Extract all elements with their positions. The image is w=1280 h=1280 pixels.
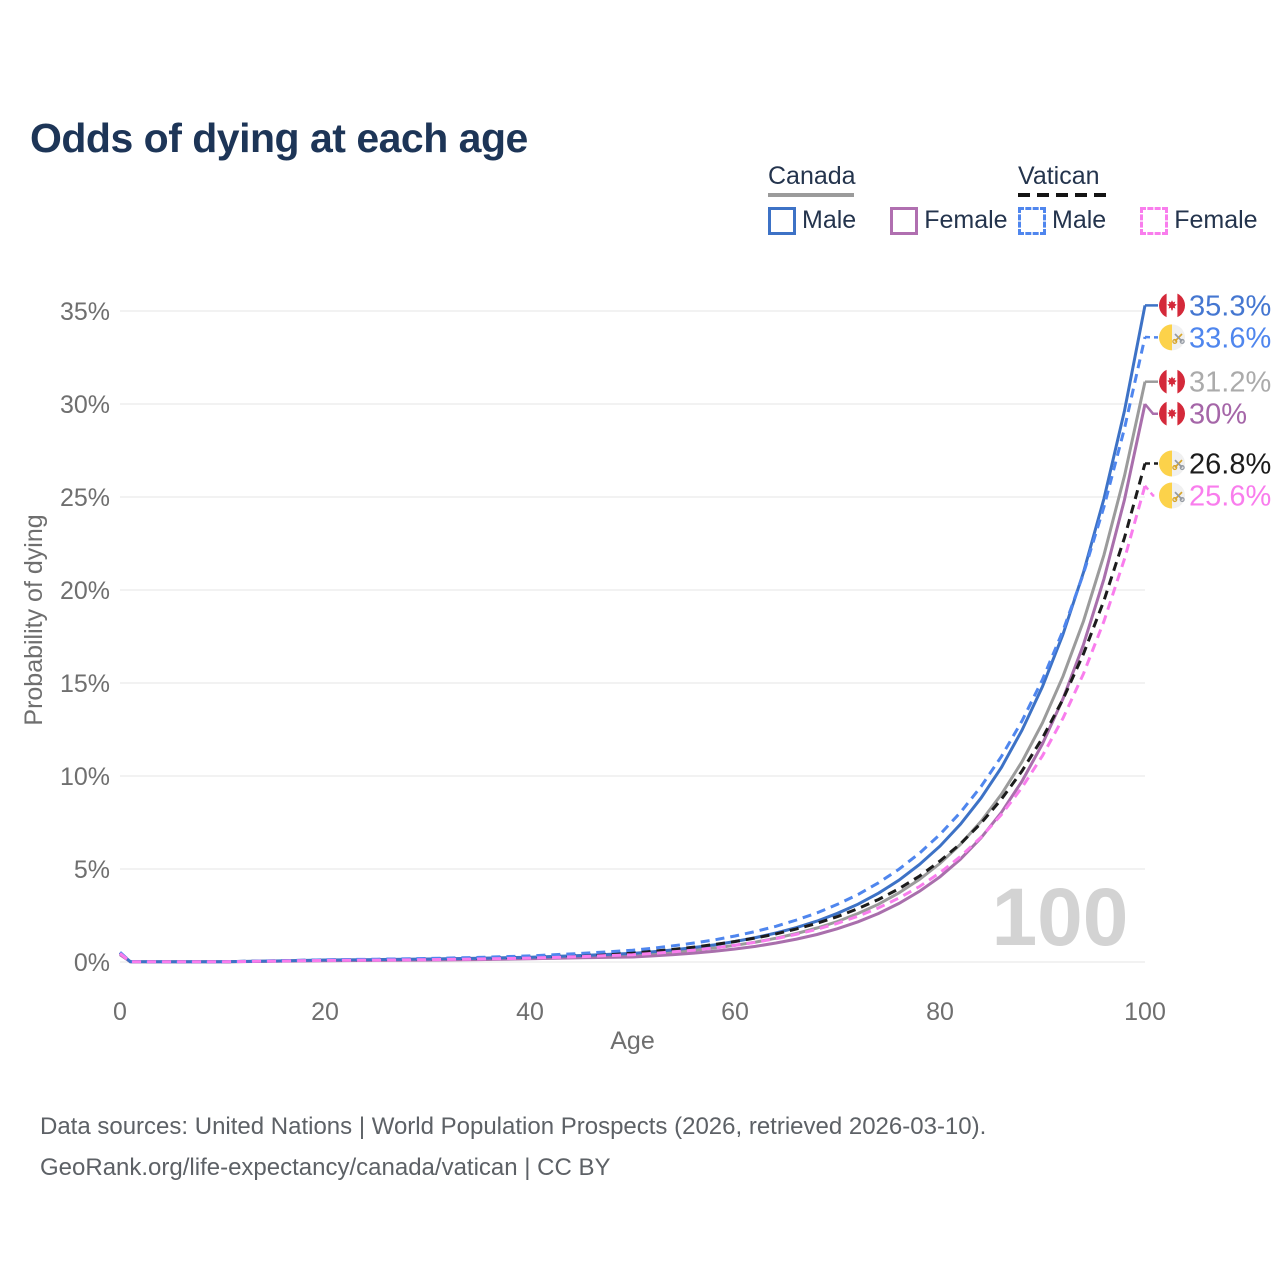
flag-canada-icon [1159, 400, 1185, 427]
y-tick-label: 20% [60, 577, 110, 605]
page-title: Odds of dying at each age [30, 115, 528, 162]
end-value-label-canada: 31.2% [1189, 367, 1271, 399]
legend-item-vatican-female[interactable]: Female [1140, 206, 1258, 235]
y-tick-label: 10% [60, 763, 110, 791]
series-line-vatican-female [119, 485, 1147, 964]
end-value-label-canada-female: 30% [1189, 399, 1247, 431]
x-tick-label: 20 [311, 998, 339, 1026]
legend-item-label: Female [1174, 206, 1258, 234]
flag-vatican-icon [1159, 324, 1185, 351]
y-tick-label: 15% [60, 670, 110, 698]
legend-item-canada-male[interactable]: Male [768, 206, 856, 235]
end-label-connector [1144, 484, 1158, 497]
x-axis-label: Age [610, 1027, 654, 1055]
legend-item-label: Female [924, 206, 1008, 234]
canada-flag-part [1159, 400, 1167, 427]
end-value-label-canada-male: 35.3% [1189, 290, 1271, 322]
legend-item-canada-female[interactable]: Female [890, 206, 1008, 235]
canada-flag-part [1167, 300, 1177, 311]
y-tick-label: 25% [60, 484, 110, 512]
vatican-flag-part [1172, 464, 1178, 471]
canada-flag-part [1159, 368, 1167, 395]
y-tick-label: 0% [74, 949, 110, 977]
legend-item-label: Male [1052, 206, 1107, 234]
y-tick-label: 30% [60, 391, 110, 419]
vatican-flag-part [1179, 496, 1185, 503]
x-tick-label: 0 [113, 998, 127, 1026]
legend-group-vatican: Vatican Male Female [1018, 163, 1258, 235]
x-tick-label: 40 [516, 998, 544, 1026]
vatican-flag-part [1159, 482, 1172, 509]
vatican-flag-part [1179, 464, 1185, 471]
end-value-label-vatican: 26.8% [1189, 449, 1271, 481]
end-label-connector [1144, 403, 1158, 415]
vatican-flag-part [1179, 338, 1185, 344]
legend-underline-canada [768, 193, 854, 197]
legend-item-vatican-male[interactable]: Male [1018, 206, 1106, 235]
legend-header-canada[interactable]: Canada [768, 162, 856, 190]
canada-flag-part [1167, 408, 1177, 419]
y-tick-label: 35% [60, 298, 110, 326]
canada-flag-part [1177, 292, 1185, 319]
canada-female-swatch-icon [890, 206, 919, 235]
y-axis-label: Probability of dying [20, 514, 48, 725]
flag-vatican-icon [1159, 482, 1185, 509]
legend-header-vatican[interactable]: Vatican [1018, 162, 1100, 190]
legend-item-label: Male [802, 206, 857, 234]
x-tick-label: 60 [721, 998, 749, 1026]
data-source-footer: Data sources: United Nations | World Pop… [40, 1106, 986, 1188]
canada-male-swatch-icon [768, 206, 796, 235]
canada-flag-part [1177, 368, 1185, 395]
canada-flag-part [1167, 376, 1177, 387]
canada-flag-part [1177, 400, 1185, 427]
flag-vatican-icon [1159, 450, 1185, 477]
vatican-flag-part [1172, 338, 1178, 344]
data-source-line: Data sources: United Nations | World Pop… [40, 1113, 987, 1140]
vatican-flag-part [1159, 450, 1172, 477]
flag-canada-icon [1159, 368, 1185, 395]
series-line-vatican-male [118, 336, 1147, 964]
end-value-label-vatican-male: 33.6% [1189, 322, 1271, 354]
flag-canada-icon [1159, 292, 1185, 319]
x-tick-label: 80 [926, 998, 954, 1026]
watermark-age-counter: 100 [992, 872, 1129, 963]
legend-group-canada: Canada Male Female [768, 163, 1008, 235]
attribution-line: GeoRank.org/life-expectancy/canada/vatic… [40, 1154, 611, 1181]
vatican-male-swatch-icon [1018, 206, 1046, 235]
vatican-flag-part [1159, 324, 1172, 351]
legend-underline-vatican [1018, 193, 1108, 197]
y-tick-label: 5% [74, 856, 110, 884]
vatican-female-swatch-icon [1140, 206, 1169, 235]
canada-flag-part [1159, 292, 1167, 319]
vatican-flag-part [1172, 496, 1178, 503]
end-value-label-vatican-female: 25.6% [1189, 481, 1271, 513]
x-tick-label: 100 [1124, 998, 1166, 1026]
